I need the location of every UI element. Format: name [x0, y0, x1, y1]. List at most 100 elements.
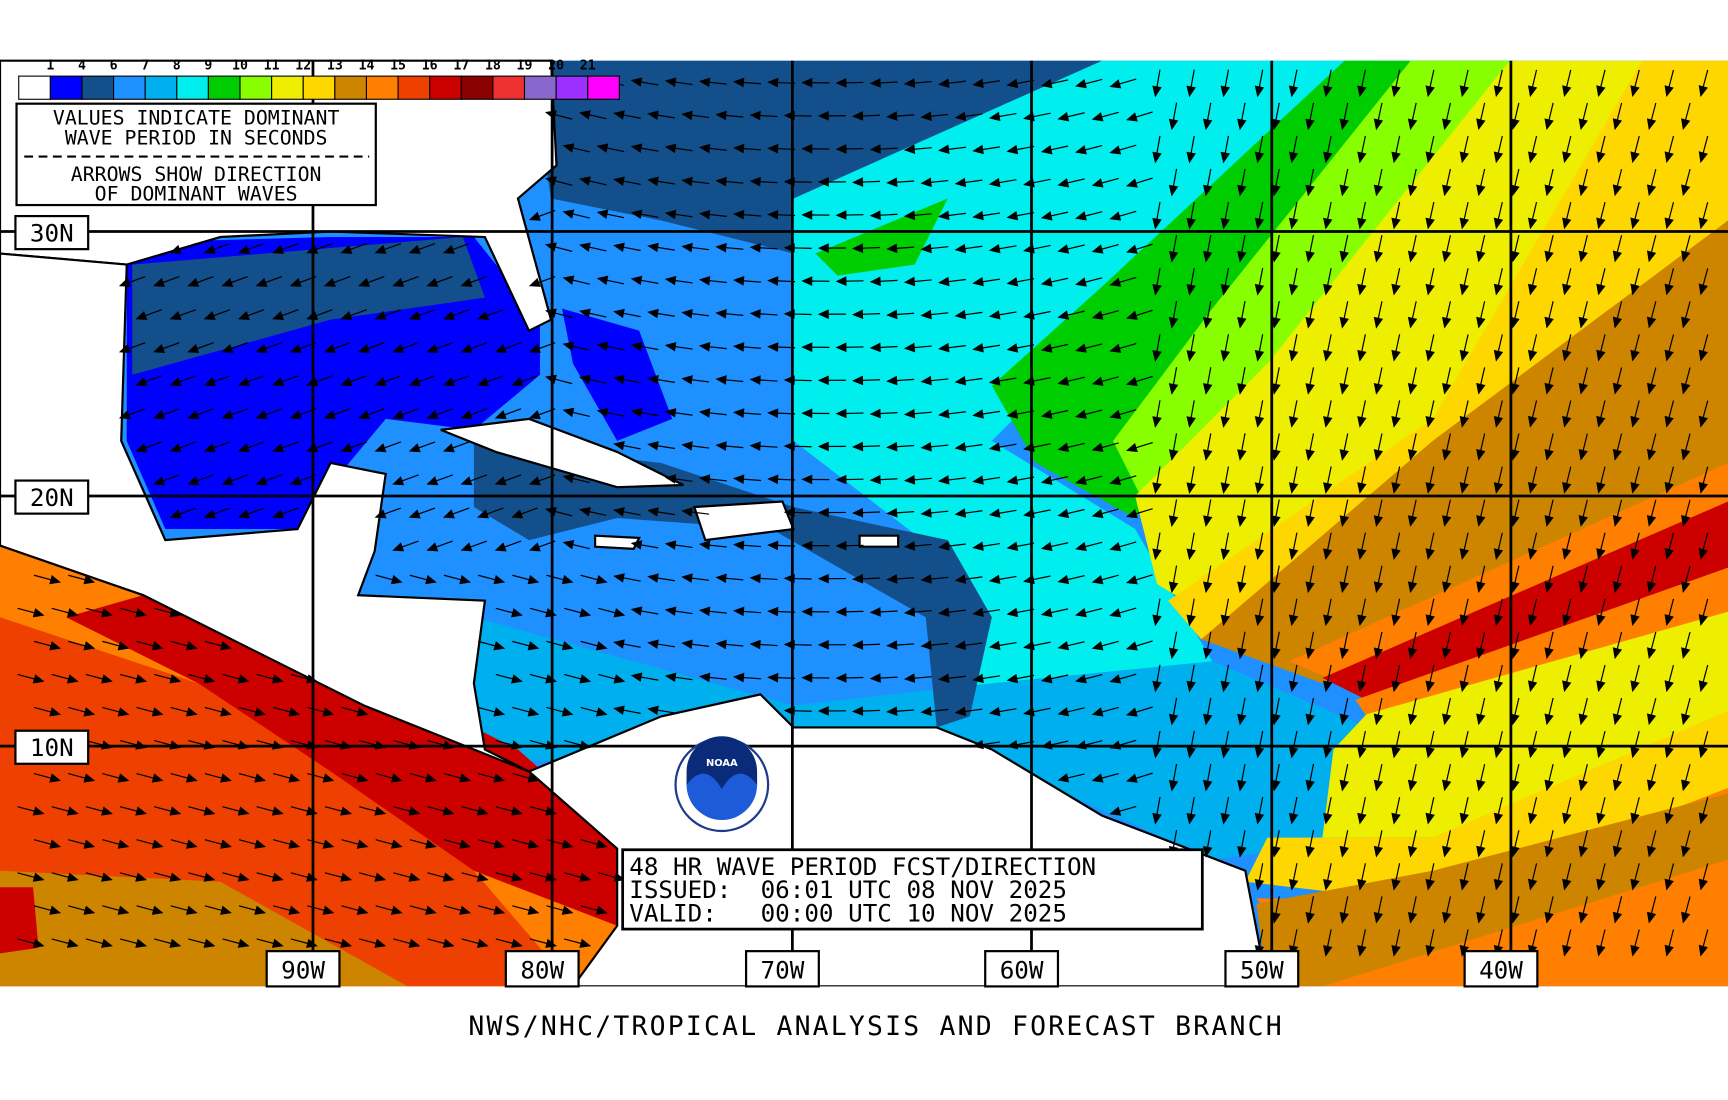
legend-label: 16 — [422, 59, 438, 74]
wave-arrow-head — [1186, 85, 1196, 98]
wave-arrow-head — [322, 839, 335, 849]
lon-labels: 90W 80W 70W 60W 50W 40W — [265, 950, 1539, 988]
wave-arrow-head — [733, 276, 745, 286]
wave-arrow-head — [561, 641, 574, 651]
wave-arrow-head — [237, 938, 250, 948]
wave-arrow-head — [1562, 482, 1572, 494]
wave-arrow-head — [1425, 812, 1435, 825]
wave-arrow-head — [1425, 945, 1435, 957]
wave-arrow-head — [358, 410, 371, 420]
wave-arrow-head — [117, 905, 130, 915]
wave-arrow-head — [1152, 812, 1162, 825]
wave-arrow-head — [1373, 449, 1384, 461]
wave-arrow-head — [221, 277, 234, 287]
wave-arrow-head — [1493, 812, 1504, 825]
wave-arrow-head — [1681, 911, 1691, 924]
lon-label: 60W — [1000, 956, 1044, 985]
wave-arrow-head — [511, 509, 524, 519]
wave-arrow-head — [425, 905, 437, 915]
wave-arrow-head — [1664, 614, 1674, 626]
wave-arrow-head — [561, 905, 574, 915]
wave-arrow-head — [1305, 647, 1315, 660]
wave-arrow-head — [579, 608, 592, 618]
wave-arrow-head — [681, 639, 693, 650]
wave-arrow-head — [1646, 779, 1657, 792]
wave-arrow-head — [1357, 217, 1367, 230]
wave-arrow-head — [972, 541, 984, 551]
wave-arrow-head — [630, 606, 643, 616]
wave-arrow-head — [1288, 812, 1299, 825]
info-line-2: WAVE PERIOD IN SECONDS — [65, 126, 328, 149]
wave-arrow-head — [272, 509, 285, 519]
wave-arrow-head — [1305, 383, 1315, 395]
wave-arrow-head — [1442, 911, 1452, 924]
wave-arrow-head — [938, 673, 950, 684]
wave-arrow-head — [1109, 211, 1122, 221]
wave-arrow-head — [118, 277, 131, 287]
wave-arrow-head — [595, 839, 608, 849]
wave-arrow-head — [733, 143, 745, 154]
wave-arrow-head — [1407, 515, 1418, 527]
wave-arrow-head — [1006, 409, 1019, 419]
wave-arrow-head — [1493, 85, 1504, 98]
wave-arrow-head — [903, 210, 916, 221]
wave-arrow-head — [83, 641, 96, 651]
wave-arrow-head — [954, 640, 967, 651]
wave-arrow-head — [151, 905, 164, 915]
wave-arrow-head — [1109, 343, 1122, 353]
wave-arrow-head — [938, 210, 950, 221]
wave-arrow-head — [1425, 416, 1435, 428]
wave-arrow-head — [767, 77, 779, 88]
legend-swatch — [555, 75, 589, 100]
wave-arrow-head — [1476, 779, 1486, 792]
wave-arrow-head — [1075, 674, 1087, 684]
wave-arrow-head — [135, 938, 148, 948]
wave-arrow-head — [869, 210, 881, 220]
wave-arrow-head — [954, 111, 967, 122]
wave-arrow-head — [135, 443, 148, 453]
wave-arrow-head — [1459, 482, 1469, 494]
wave-arrow-head — [579, 308, 591, 318]
wave-arrow-head — [613, 507, 625, 517]
wave-arrow-head — [1544, 448, 1554, 461]
wave-arrow-head — [1681, 647, 1691, 660]
wave-arrow-head — [579, 176, 591, 186]
wave-arrow-head — [664, 143, 677, 154]
wave-arrow-head — [1254, 350, 1265, 362]
wave-arrow-head — [1664, 481, 1674, 494]
wave-arrow-head — [442, 806, 455, 816]
wave-arrow-head — [1578, 713, 1588, 726]
wave-arrow-head — [1339, 449, 1349, 461]
wave-arrow-head — [374, 872, 387, 882]
wave-arrow-head — [647, 308, 659, 319]
wave-arrow-head — [613, 440, 625, 451]
wave-arrow-head — [1202, 779, 1213, 792]
wave-arrow-head — [1544, 581, 1554, 593]
wave-arrow-head — [1357, 482, 1367, 494]
wave-arrow-head — [733, 540, 745, 551]
wave-arrow-head — [664, 474, 677, 484]
wave-arrow-head — [698, 143, 711, 154]
lon-label: 50W — [1240, 956, 1284, 985]
wave-arrow-head — [1168, 383, 1179, 395]
wave-arrow-head — [49, 707, 62, 717]
wave-arrow-head — [66, 608, 79, 618]
wave-arrow-head — [187, 410, 200, 420]
wave-arrow-head — [1407, 184, 1418, 197]
wave-arrow-head — [1339, 250, 1349, 263]
wave-arrow-head — [1357, 85, 1367, 98]
wave-arrow-head — [920, 309, 932, 320]
wave-arrow-head — [938, 342, 950, 353]
wave-arrow-head — [817, 640, 829, 650]
wave-arrow-head — [32, 872, 45, 882]
wave-arrow-head — [1254, 614, 1265, 627]
wave-arrow-head — [66, 938, 79, 948]
wave-arrow-head — [562, 341, 575, 351]
wave-arrow-head — [1664, 415, 1674, 428]
legend-label: 14 — [358, 59, 374, 74]
wave-arrow-head — [356, 905, 369, 915]
wave-arrow-head — [1125, 310, 1138, 320]
wave-arrow-head — [1373, 779, 1384, 792]
wave-arrow-head — [1091, 641, 1104, 651]
